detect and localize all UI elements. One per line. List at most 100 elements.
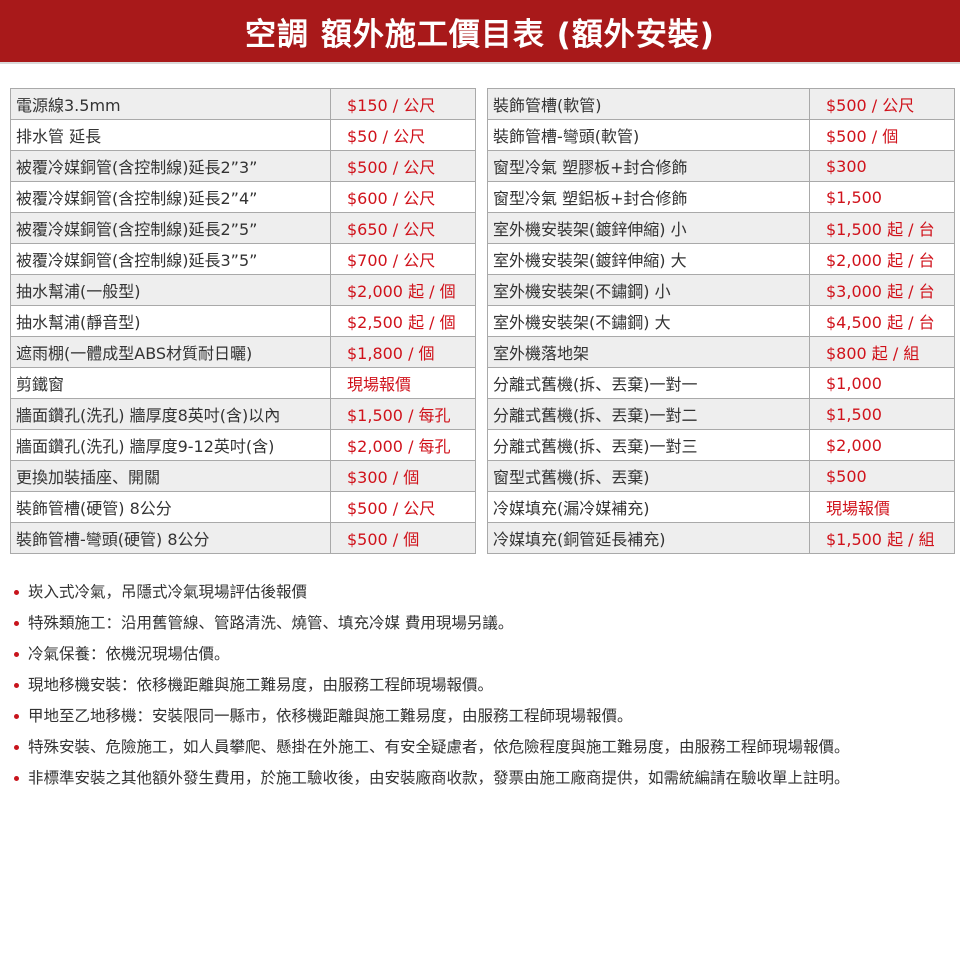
item-price: $150 / 公尺 <box>330 88 476 120</box>
note-item: 冷氣保養：依機況現場估價。 <box>12 639 937 669</box>
item-name: 裝飾管槽-彎頭(軟管) <box>487 119 810 151</box>
item-name: 抽水幫浦(靜音型) <box>10 305 331 337</box>
item-name: 冷媒填充(漏冷媒補充) <box>487 491 810 523</box>
item-name: 室外機安裝架(不鏽鋼) 小 <box>487 274 810 306</box>
item-price: $2,500 起 / 個 <box>330 305 476 337</box>
item-name: 室外機安裝架(不鏽鋼) 大 <box>487 305 810 337</box>
item-name: 更換加裝插座、開關 <box>10 460 331 492</box>
item-name: 牆面鑽孔(洗孔) 牆厚度9-12英吋(含) <box>10 429 331 461</box>
table-row: 被覆冷媒銅管(含控制線)延長2”3” $500 / 公尺 <box>10 150 476 182</box>
page-header: 空調 額外施工價目表 (額外安裝) <box>0 0 960 64</box>
page-title: 空調 額外施工價目表 (額外安裝) <box>245 16 715 53</box>
table-row: 室外機落地架 $800 起 / 組 <box>487 336 955 368</box>
note-text: 特殊安裝、危險施工，如人員攀爬、懸掛在外施工、有安全疑慮者，依危險程度與施工難易… <box>28 738 850 756</box>
notes-list: 崁入式冷氣，吊隱式冷氣現場評估後報價特殊類施工：沿用舊管線、管路清洗、燒管、填充… <box>12 577 937 794</box>
item-name: 窗型冷氣 塑膠板+封合修飾 <box>487 150 810 182</box>
note-item: 特殊類施工：沿用舊管線、管路清洗、燒管、填充冷媒 費用現場另議。 <box>12 608 937 638</box>
item-price: $2,000 起 / 個 <box>330 274 476 306</box>
note-text: 甲地至乙地移機：安裝限同一縣市，依移機距離與施工難易度，由服務工程師現場報價。 <box>28 707 633 725</box>
table-row: 分離式舊機(拆、丟棄)一對一 $1,000 <box>487 367 955 399</box>
table-row: 牆面鑽孔(洗孔) 牆厚度9-12英吋(含) $2,000 / 每孔 <box>10 429 476 461</box>
item-name: 剪鐵窗 <box>10 367 331 399</box>
item-price: $1,500 <box>809 398 955 430</box>
table-row: 抽水幫浦(一般型) $2,000 起 / 個 <box>10 274 476 306</box>
table-row: 裝飾管槽(硬管) 8公分 $500 / 公尺 <box>10 491 476 523</box>
table-row: 室外機安裝架(鍍鋅伸縮) 小 $1,500 起 / 台 <box>487 212 955 244</box>
table-row: 被覆冷媒銅管(含控制線)延長3”5” $700 / 公尺 <box>10 243 476 275</box>
item-price: $1,500 <box>809 181 955 213</box>
item-name: 抽水幫浦(一般型) <box>10 274 331 306</box>
table-row: 窗型式舊機(拆、丟棄) $500 <box>487 460 955 492</box>
note-item: 現地移機安裝：依移機距離與施工難易度，由服務工程師現場報價。 <box>12 670 937 700</box>
item-name: 被覆冷媒銅管(含控制線)延長2”3” <box>10 150 331 182</box>
item-price: $500 / 公尺 <box>809 88 955 120</box>
table-row: 遮雨棚(一體成型ABS材質耐日曬) $1,800 / 個 <box>10 336 476 368</box>
item-name: 分離式舊機(拆、丟棄)一對二 <box>487 398 810 430</box>
note-text: 非標準安裝之其他額外發生費用，於施工驗收後，由安裝廠商收款，發票由施工廠商提供，… <box>28 769 850 787</box>
bullet-icon <box>14 652 19 657</box>
table-row: 牆面鑽孔(洗孔) 牆厚度8英吋(含)以內 $1,500 / 每孔 <box>10 398 476 430</box>
table-row: 窗型冷氣 塑鋁板+封合修飾 $1,500 <box>487 181 955 213</box>
item-price: $700 / 公尺 <box>330 243 476 275</box>
item-name: 裝飾管槽-彎頭(硬管) 8公分 <box>10 522 331 554</box>
table-row: 裝飾管槽-彎頭(軟管) $500 / 個 <box>487 119 955 151</box>
bullet-icon <box>14 683 19 688</box>
item-name: 牆面鑽孔(洗孔) 牆厚度8英吋(含)以內 <box>10 398 331 430</box>
table-row: 抽水幫浦(靜音型) $2,500 起 / 個 <box>10 305 476 337</box>
table-row: 裝飾管槽-彎頭(硬管) 8公分 $500 / 個 <box>10 522 476 554</box>
table-row: 冷媒填充(漏冷媒補充) 現場報價 <box>487 491 955 523</box>
note-text: 冷氣保養：依機況現場估價。 <box>28 645 230 663</box>
item-price: 現場報價 <box>330 367 476 399</box>
bullet-icon <box>14 714 19 719</box>
item-price: $300 <box>809 150 955 182</box>
item-name: 裝飾管槽(硬管) 8公分 <box>10 491 331 523</box>
bullet-icon <box>14 590 19 595</box>
item-price: $800 起 / 組 <box>809 336 955 368</box>
item-name: 分離式舊機(拆、丟棄)一對三 <box>487 429 810 461</box>
table-row: 電源線3.5mm $150 / 公尺 <box>10 88 476 120</box>
item-price: $600 / 公尺 <box>330 181 476 213</box>
table-row: 被覆冷媒銅管(含控制線)延長2”4” $600 / 公尺 <box>10 181 476 213</box>
item-name: 排水管 延長 <box>10 119 331 151</box>
item-name: 被覆冷媒銅管(含控制線)延長2”4” <box>10 181 331 213</box>
item-name: 被覆冷媒銅管(含控制線)延長3”5” <box>10 243 331 275</box>
bullet-icon <box>14 621 19 626</box>
note-item: 非標準安裝之其他額外發生費用，於施工驗收後，由安裝廠商收款，發票由施工廠商提供，… <box>12 763 937 793</box>
note-text: 崁入式冷氣，吊隱式冷氣現場評估後報價 <box>28 583 308 601</box>
table-row: 分離式舊機(拆、丟棄)一對二 $1,500 <box>487 398 955 430</box>
note-item: 崁入式冷氣，吊隱式冷氣現場評估後報價 <box>12 577 937 607</box>
table-row: 裝飾管槽(軟管) $500 / 公尺 <box>487 88 955 120</box>
item-price: $2,000 / 每孔 <box>330 429 476 461</box>
table-row: 剪鐵窗 現場報價 <box>10 367 476 399</box>
item-price: $1,800 / 個 <box>330 336 476 368</box>
price-table-right: 裝飾管槽(軟管) $500 / 公尺 裝飾管槽-彎頭(軟管) $500 / 個窗型冷氣… <box>487 88 955 554</box>
item-name: 室外機落地架 <box>487 336 810 368</box>
item-name: 被覆冷媒銅管(含控制線)延長2”5” <box>10 212 331 244</box>
item-price: $500 / 公尺 <box>330 150 476 182</box>
item-price: $1,500 起 / 組 <box>809 522 955 554</box>
item-price: $2,000 起 / 台 <box>809 243 955 275</box>
table-row: 分離式舊機(拆、丟棄)一對三 $2,000 <box>487 429 955 461</box>
item-name: 室外機安裝架(鍍鋅伸縮) 大 <box>487 243 810 275</box>
bullet-icon <box>14 745 19 750</box>
table-row: 冷媒填充(銅管延長補充) $1,500 起 / 組 <box>487 522 955 554</box>
item-price: $50 / 公尺 <box>330 119 476 151</box>
item-price: $500 / 個 <box>330 522 476 554</box>
item-price: $3,000 起 / 台 <box>809 274 955 306</box>
item-name: 窗型冷氣 塑鋁板+封合修飾 <box>487 181 810 213</box>
item-price: $300 / 個 <box>330 460 476 492</box>
note-text: 現地移機安裝：依移機距離與施工難易度，由服務工程師現場報價。 <box>28 676 494 694</box>
note-item: 特殊安裝、危險施工，如人員攀爬、懸掛在外施工、有安全疑慮者，依危險程度與施工難易… <box>12 732 937 762</box>
table-row: 窗型冷氣 塑膠板+封合修飾 $300 <box>487 150 955 182</box>
item-price: $1,500 / 每孔 <box>330 398 476 430</box>
item-price: 現場報價 <box>809 491 955 523</box>
item-price: $650 / 公尺 <box>330 212 476 244</box>
table-row: 更換加裝插座、開關 $300 / 個 <box>10 460 476 492</box>
table-row: 室外機安裝架(不鏽鋼) 大 $4,500 起 / 台 <box>487 305 955 337</box>
item-name: 窗型式舊機(拆、丟棄) <box>487 460 810 492</box>
price-table-left: 電源線3.5mm $150 / 公尺 排水管 延長 $50 / 公尺 被覆冷媒銅管(含控… <box>10 88 476 554</box>
table-row: 被覆冷媒銅管(含控制線)延長2”5” $650 / 公尺 <box>10 212 476 244</box>
table-row: 排水管 延長 $50 / 公尺 <box>10 119 476 151</box>
item-price: $1,500 起 / 台 <box>809 212 955 244</box>
item-price: $500 / 公尺 <box>330 491 476 523</box>
